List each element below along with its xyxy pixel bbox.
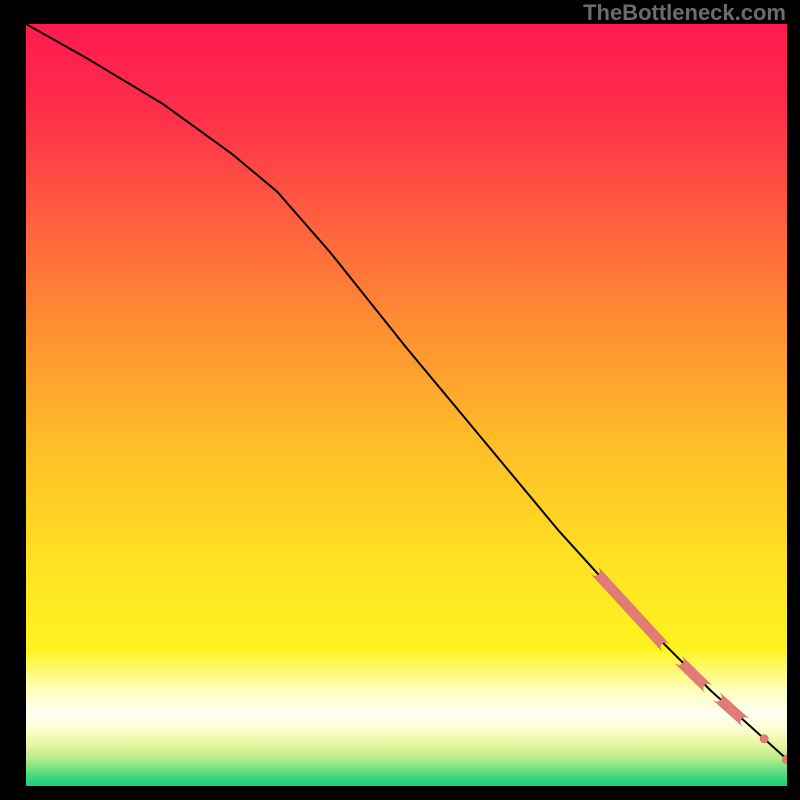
plot-svg — [26, 24, 787, 786]
chart-frame: TheBottleneck.com — [0, 0, 800, 800]
watermark-label: TheBottleneck.com — [583, 0, 786, 26]
gradient-background — [26, 24, 787, 786]
marker-dot — [760, 735, 768, 743]
plot-area — [26, 24, 787, 786]
